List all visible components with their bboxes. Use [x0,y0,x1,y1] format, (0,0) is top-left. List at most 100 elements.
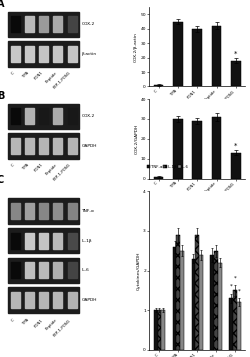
Bar [54,138,62,154]
Text: COX-2: COX-2 [81,115,94,119]
Bar [68,292,76,308]
Bar [154,310,158,350]
Bar [25,203,34,219]
Text: PEP-1-PON1: PEP-1-PON1 [53,318,72,337]
Bar [39,16,48,32]
Text: PEP-1-PON1: PEP-1-PON1 [53,163,72,182]
Bar [25,138,34,154]
Bar [68,138,76,154]
Bar [54,233,62,248]
Bar [68,109,76,124]
Text: PON1: PON1 [33,318,44,329]
Bar [192,258,195,350]
Text: GAPDH: GAPDH [81,298,97,302]
Bar [176,235,180,350]
Bar [54,46,62,62]
Bar [8,228,79,253]
Bar [173,21,183,86]
Bar [68,46,76,62]
Bar [39,292,48,308]
Text: TPA: TPA [22,71,30,79]
Bar [199,255,203,350]
Bar [214,251,218,350]
Text: Peptide: Peptide [45,71,58,84]
Text: TNF-α: TNF-α [81,209,94,213]
Y-axis label: COX-2/GAPDH: COX-2/GAPDH [134,124,138,154]
Bar [192,121,202,178]
Bar [54,16,62,32]
Bar [8,134,79,159]
Text: C: C [10,71,15,75]
Bar [11,109,20,124]
Text: IL-6: IL-6 [81,268,89,272]
Bar [161,310,165,350]
Bar [68,203,76,219]
Y-axis label: Cytokines/GAPDH: Cytokines/GAPDH [137,251,141,290]
Text: C: C [10,163,15,167]
Bar [11,138,20,154]
Bar [231,153,241,178]
Bar [218,263,222,350]
Text: COX-2: COX-2 [81,22,94,26]
Text: Peptide: Peptide [45,163,58,176]
Bar [54,203,62,219]
Bar [54,109,62,124]
Bar [25,46,34,62]
Bar [158,310,161,350]
Text: C: C [10,318,15,323]
Bar [25,233,34,248]
Bar [231,60,241,86]
Text: B: B [0,91,4,101]
Bar [8,11,79,37]
Text: *: * [234,142,237,149]
Bar [11,203,20,219]
Bar [25,109,34,124]
Bar [68,233,76,248]
Bar [39,233,48,248]
Bar [229,298,233,350]
Bar [154,85,164,86]
Bar [39,262,48,278]
Text: PON1: PON1 [33,71,44,81]
Text: *: * [238,288,240,293]
Bar [8,287,79,313]
Text: Peptide: Peptide [45,318,58,331]
Text: C: C [0,175,4,185]
Text: *: * [234,276,236,281]
Bar [25,16,34,32]
Bar [68,262,76,278]
Legend: TNF-α, IL-1β, IL-6: TNF-α, IL-1β, IL-6 [146,165,189,169]
Bar [192,29,202,86]
Bar [8,198,79,223]
Bar [39,46,48,62]
Bar [39,109,48,124]
Bar [39,203,48,219]
Bar [8,257,79,283]
Text: *: * [234,50,237,56]
Bar [54,262,62,278]
Bar [25,292,34,308]
Bar [173,119,183,178]
Text: PON1: PON1 [33,163,44,173]
Bar [54,292,62,308]
Bar [233,290,237,350]
Bar [212,117,221,178]
Bar [212,26,221,86]
Bar [180,251,184,350]
Text: A: A [0,0,4,9]
Bar [11,262,20,278]
Bar [173,247,176,350]
Text: GAPDH: GAPDH [81,144,97,148]
Bar [68,16,76,32]
Bar [210,255,214,350]
Bar [8,104,79,129]
Bar [8,41,79,67]
Bar [25,262,34,278]
Text: TPA: TPA [22,163,30,171]
Bar [11,46,20,62]
Text: *: * [230,284,232,289]
Bar [11,233,20,248]
Y-axis label: COX-2/β-actin: COX-2/β-actin [134,32,138,62]
Text: PEP-1-PON1: PEP-1-PON1 [53,71,72,90]
Text: IL-1β: IL-1β [81,238,92,242]
